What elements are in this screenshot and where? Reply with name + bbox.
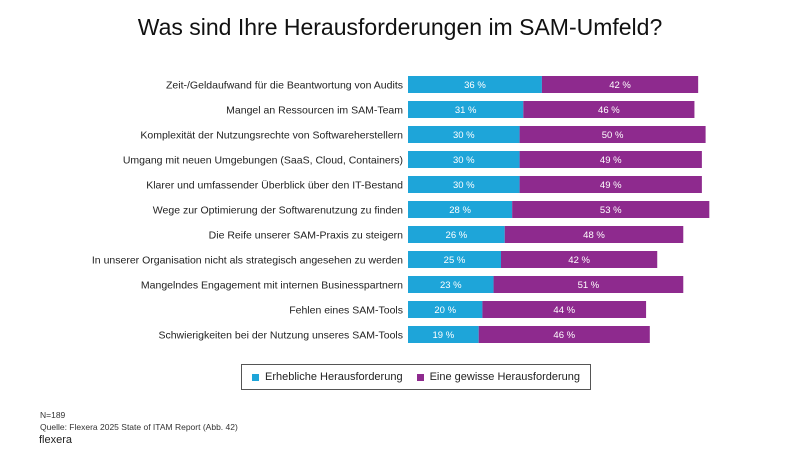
source-note: Quelle: Flexera 2025 State of ITAM Repor…: [40, 422, 238, 432]
legend-swatch-gewisse: [416, 373, 424, 381]
bar-value-label: 49 %: [600, 180, 622, 191]
bar-erheblich: [408, 201, 513, 218]
bar-erheblich: [408, 276, 494, 293]
bar-value-label: 42 %: [609, 80, 631, 91]
bar-erheblich: [408, 226, 505, 243]
bar-gewisse: [504, 226, 684, 243]
stacked-bar-chart: Zeit-/Geldaufwand für die Beantwortung v…: [92, 76, 710, 343]
bar-erheblich: [408, 326, 479, 343]
bar-gewisse: [541, 76, 699, 93]
bar-erheblich: [408, 101, 524, 118]
bar-gewisse: [519, 126, 706, 143]
bar-erheblich: [408, 76, 542, 93]
chart-legend: Erhebliche Herausforderung Eine gewisse …: [241, 364, 591, 390]
category-label: Mangelndes Engagement mit internen Busin…: [141, 280, 403, 292]
bar-value-label: 46 %: [598, 105, 620, 116]
bar-value-label: 28 %: [449, 205, 471, 216]
bar-erheblich: [408, 176, 520, 193]
bar-value-label: 46 %: [553, 330, 575, 341]
bar-value-label: 44 %: [553, 305, 575, 316]
bar-gewisse: [519, 176, 702, 193]
bar-gewisse: [478, 326, 650, 343]
legend-item-gewisse: Eine gewisse Herausforderung: [416, 371, 580, 383]
legend-swatch-erheblich: [251, 373, 259, 381]
bar-value-label: 36 %: [464, 80, 486, 91]
category-label: Umgang mit neuen Umgebungen (SaaS, Cloud…: [123, 155, 403, 167]
bar-value-label: 25 %: [444, 255, 466, 266]
bar-value-label: 30 %: [453, 180, 475, 191]
bar-gewisse: [501, 251, 658, 268]
bar-erheblich: [408, 151, 520, 168]
bar-value-label: 49 %: [600, 155, 622, 166]
category-label: Zeit-/Geldaufwand für die Beantwortung v…: [166, 80, 403, 92]
bar-value-label: 42 %: [568, 255, 590, 266]
legend-label-gewisse: Eine gewisse Herausforderung: [429, 371, 580, 383]
category-label: Komplexität der Nutzungsrechte von Softw…: [140, 130, 403, 142]
category-label: Die Reife unserer SAM-Praxis zu steigern: [209, 230, 403, 242]
bar-value-label: 48 %: [583, 230, 605, 241]
sample-size-note: N=189: [40, 410, 66, 420]
legend-item-erheblich: Erhebliche Herausforderung: [251, 371, 403, 383]
bar-erheblich: [408, 251, 501, 268]
category-label: Fehlen eines SAM-Tools: [289, 305, 403, 317]
bar-value-label: 30 %: [453, 130, 475, 141]
bar-value-label: 20 %: [434, 305, 456, 316]
category-label: Wege zur Optimierung der Softwarenutzung…: [153, 205, 403, 217]
bar-erheblich: [408, 126, 520, 143]
bar-gewisse: [512, 201, 710, 218]
category-label: In unserer Organisation nicht als strate…: [92, 255, 403, 267]
chart-title: Was sind Ihre Herausforderungen im SAM-U…: [137, 14, 663, 40]
bar-value-label: 51 %: [578, 280, 600, 291]
bar-gewisse: [523, 101, 695, 118]
bar-gewisse: [519, 151, 702, 168]
bar-erheblich: [408, 301, 483, 318]
bar-value-label: 23 %: [440, 280, 462, 291]
bar-gewisse: [482, 301, 647, 318]
category-label: Mangel an Ressourcen im SAM-Team: [226, 105, 403, 117]
category-label: Schwierigkeiten bei der Nutzung unseres …: [158, 330, 403, 342]
bar-value-label: 30 %: [453, 155, 475, 166]
bar-value-label: 50 %: [602, 130, 624, 141]
bar-value-label: 31 %: [455, 105, 477, 116]
category-label: Klarer und umfassender Überblick über de…: [146, 180, 403, 192]
bar-value-label: 53 %: [600, 205, 622, 216]
flexera-logo: flexera: [39, 434, 73, 446]
bar-value-label: 19 %: [433, 330, 455, 341]
legend-label-erheblich: Erhebliche Herausforderung: [264, 371, 403, 383]
bar-value-label: 26 %: [446, 230, 468, 241]
bar-gewisse: [493, 276, 684, 293]
